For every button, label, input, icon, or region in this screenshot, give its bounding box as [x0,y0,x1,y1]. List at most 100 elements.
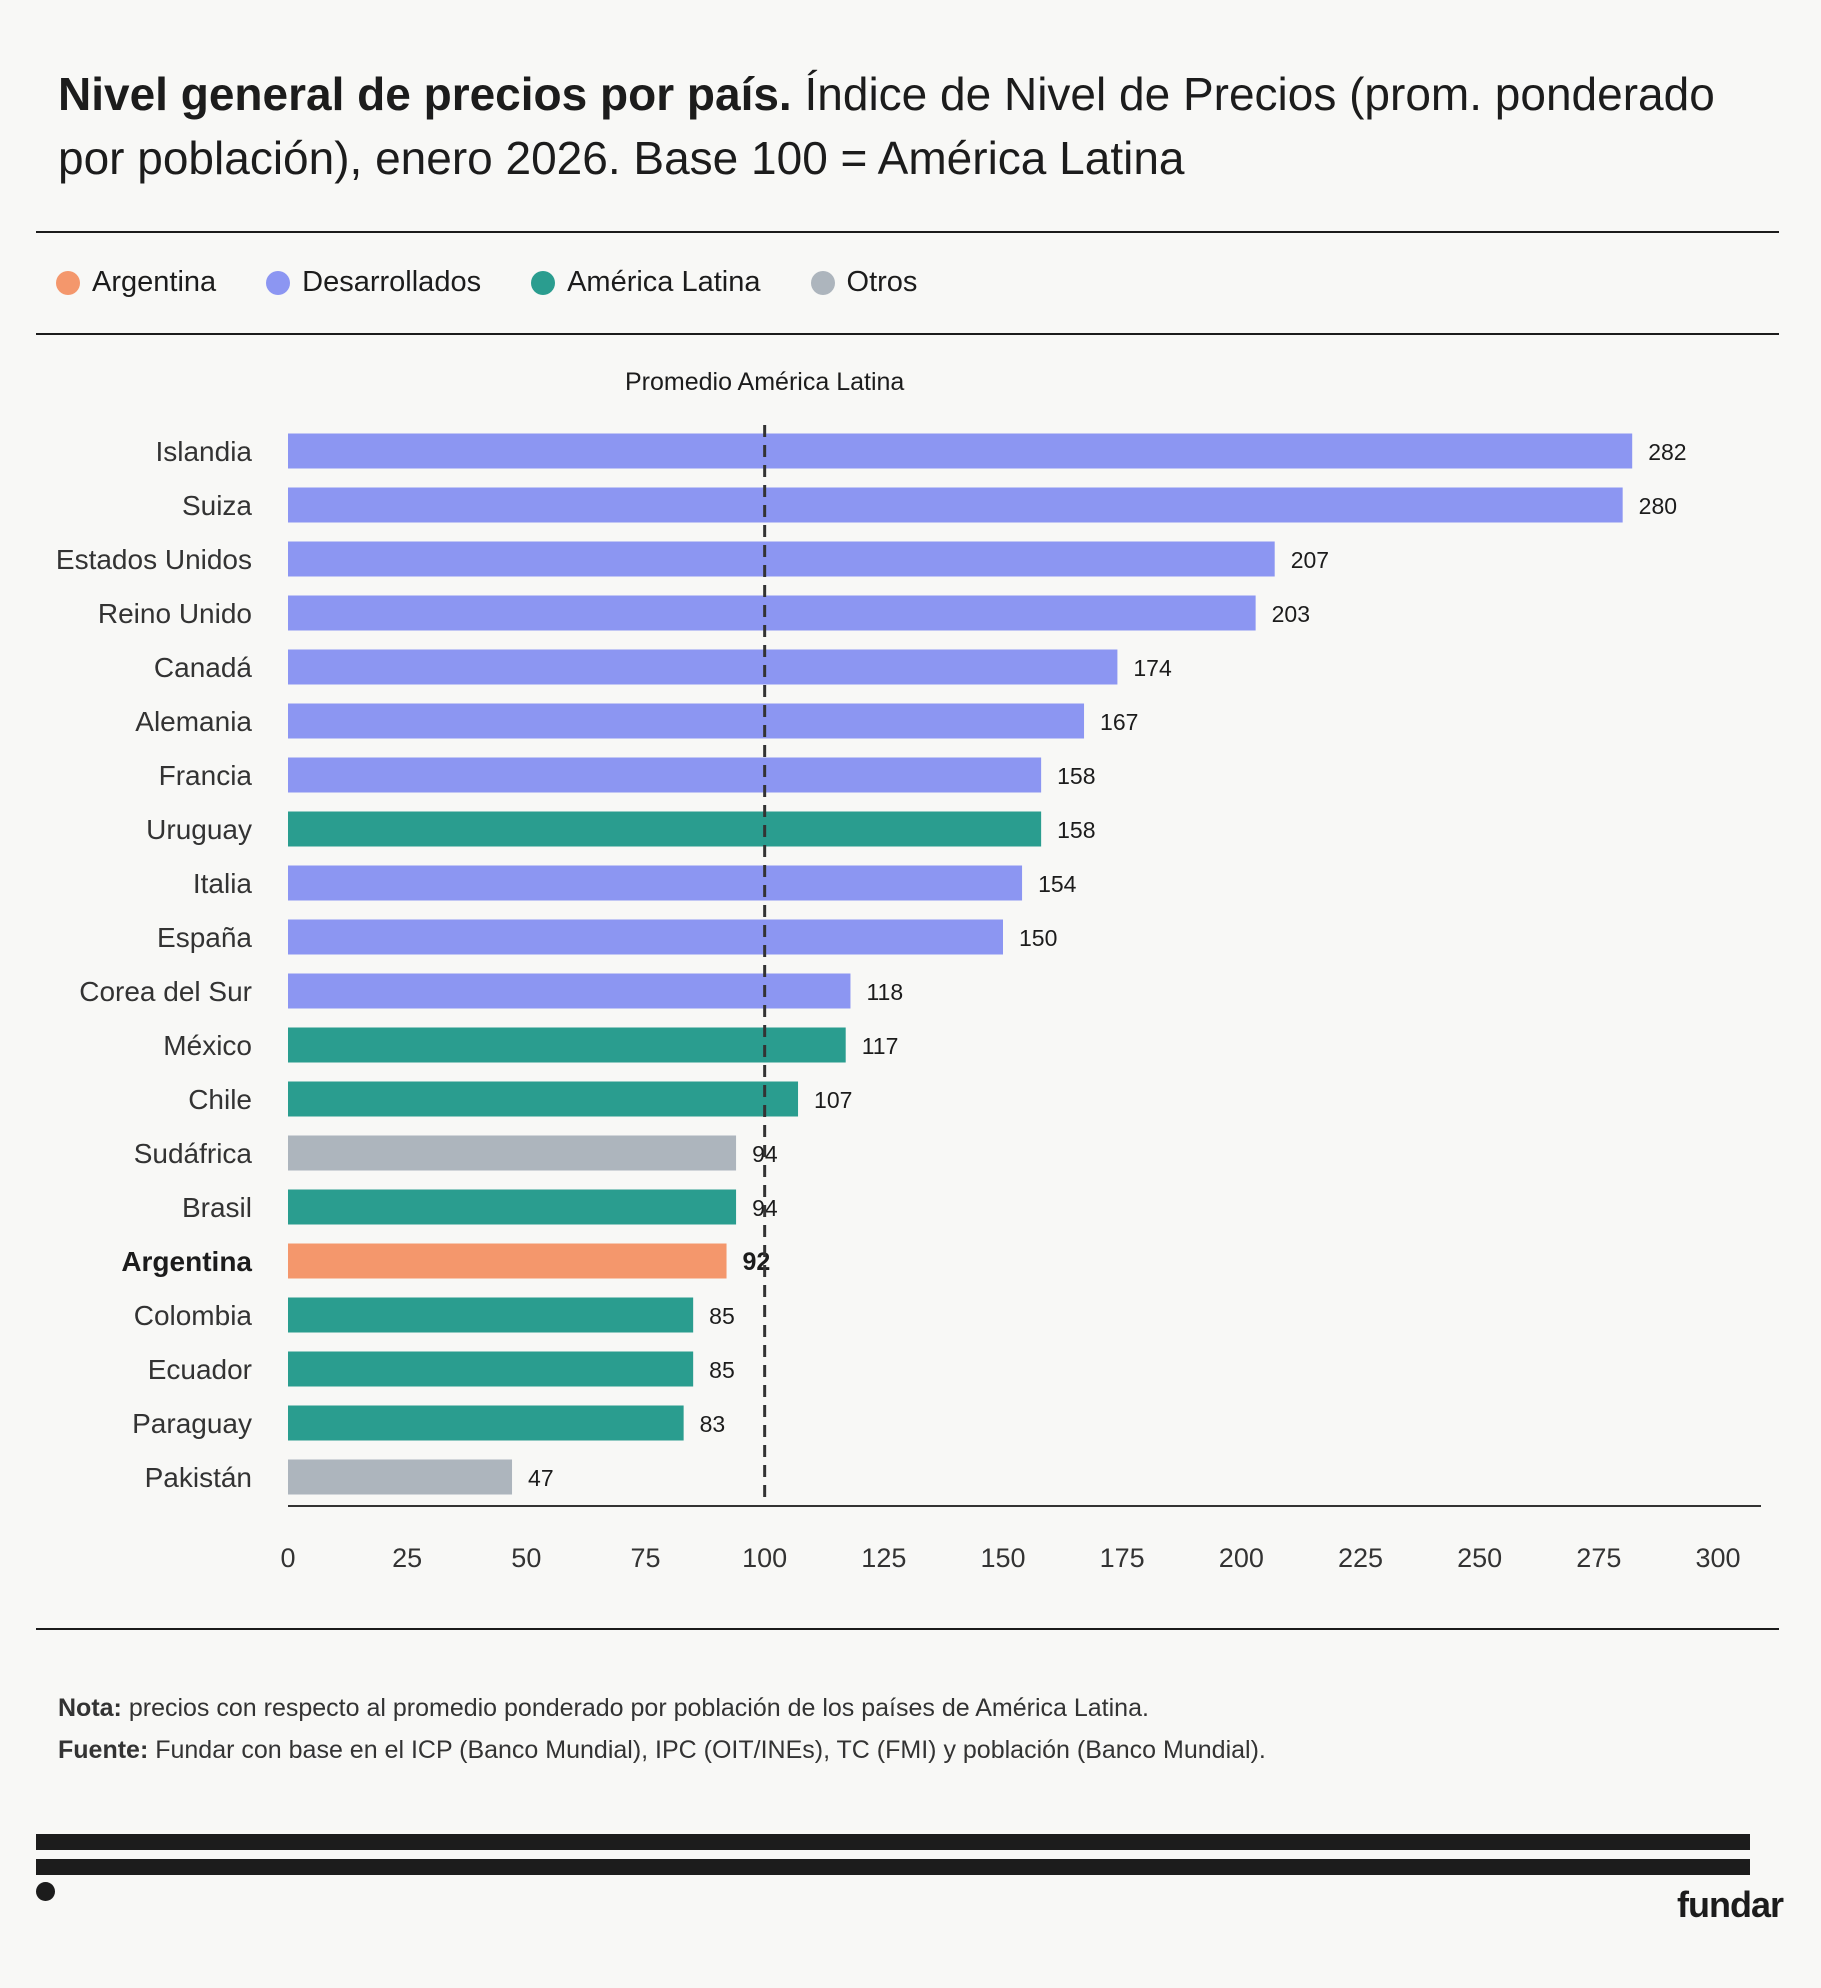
value-label: 47 [528,1465,554,1491]
category-label: Italia [193,868,253,899]
x-tick-label: 200 [1219,1543,1264,1573]
fuente-label: Fuente: [58,1736,149,1764]
bar-estados-unidos [288,541,1275,577]
divider-legend [36,333,1779,335]
category-label: Reino Unido [98,598,252,629]
value-label: 174 [1133,655,1172,681]
category-label: Colombia [134,1300,253,1331]
legend-dot-icon [266,270,291,295]
category-label: Paraguay [132,1408,252,1439]
fuente-text: Fundar con base en el ICP (Banco Mundial… [148,1736,1266,1764]
bar-chile [288,1081,799,1117]
legend-label: Otros [846,266,918,298]
nota-text: precios con respecto al promedio pondera… [121,1694,1149,1722]
note-fuente: Fuente: Fundar con base en el ICP (Banco… [58,1736,1266,1765]
legend-label: Argentina [92,266,217,298]
divider-bottom [36,1628,1779,1630]
value-label: 167 [1100,709,1138,735]
x-tick-label: 150 [980,1543,1025,1573]
bar-francia [288,757,1042,793]
category-label: Suiza [182,490,252,521]
category-label: México [163,1030,252,1061]
bar-colombia [288,1297,694,1333]
category-label: Canadá [154,652,253,683]
legend-label: América Latina [567,266,761,298]
value-label: 158 [1057,763,1095,789]
x-tick-label: 175 [1100,1543,1145,1573]
category-label: Ecuador [148,1354,252,1385]
bar-españa [288,919,1003,955]
reference-line-label: Promedio América Latina [625,368,904,396]
bar-reino-unido [288,595,1256,631]
x-tick-label: 0 [280,1543,295,1573]
bar-alemania [288,703,1085,739]
legend-dot-icon [531,270,556,295]
nota-label: Nota: [58,1694,122,1722]
value-label: 282 [1648,439,1686,465]
category-label: Argentina [121,1246,252,1277]
bar-sudáfrica [288,1135,737,1171]
x-tick-label: 25 [392,1543,422,1573]
category-label: Islandia [155,436,252,467]
legend-item-desarrollados: Desarrollados [266,266,481,299]
bar-italia [288,865,1023,901]
category-label: Alemania [135,706,252,737]
bar-pakistán [288,1459,513,1495]
x-tick-label: 275 [1576,1543,1621,1573]
footer-bar [36,1859,1750,1875]
category-label: Francia [159,760,253,791]
bar-islandia [288,433,1633,469]
category-label: Sudáfrica [134,1138,253,1169]
value-label: 83 [700,1411,726,1437]
legend-item-argentina: Argentina [56,266,216,299]
title-bold: Nivel general de precios por país. [58,68,792,120]
legend-label: Desarrollados [302,266,482,298]
fundar-logo: fundar [1677,1884,1784,1925]
value-label: 92 [743,1248,771,1276]
x-tick-label: 125 [861,1543,906,1573]
legend: Argentina Desarrollados América Latina O… [56,266,917,299]
category-label: Chile [188,1084,252,1115]
legend-dot-icon [56,270,80,295]
category-label: Pakistán [145,1462,252,1493]
value-label: 107 [814,1087,852,1113]
x-tick-label: 50 [511,1543,541,1573]
bar-argentina [288,1243,727,1279]
value-label: 85 [709,1303,735,1329]
x-tick-label: 300 [1695,1543,1740,1573]
bar-suiza [288,487,1623,523]
category-label: Estados Unidos [56,544,252,575]
value-label: 154 [1038,871,1077,897]
footer-dot-icon [36,1882,55,1901]
bar-corea-del-sur [288,973,851,1009]
legend-item-otros: Otros [810,266,918,299]
x-tick-label: 75 [630,1543,660,1573]
note-nota: Nota: precios con respecto al promedio p… [58,1694,1149,1723]
category-label: España [157,922,252,953]
chart-title: Nivel general de precios por país. Índic… [58,62,1758,190]
value-label: 158 [1057,817,1095,843]
bar-méxico [288,1027,846,1063]
value-label: 118 [866,979,903,1005]
bar-paraguay [288,1405,684,1441]
title-rest: Índice de Nivel de Precios (prom. ponder… [58,68,1715,184]
value-label: 85 [709,1357,735,1383]
divider-top [36,231,1779,233]
legend-item-america-latina: América Latina [531,266,761,299]
legend-dot-icon [810,270,835,295]
bar-ecuador [288,1351,694,1387]
x-tick-label: 225 [1338,1543,1383,1573]
value-label: 280 [1639,493,1677,519]
category-label: Uruguay [146,814,252,845]
category-label: Corea del Sur [79,976,252,1007]
bar-uruguay [288,811,1042,847]
x-tick-label: 250 [1457,1543,1502,1573]
value-label: 117 [862,1033,899,1059]
value-label: 150 [1019,925,1057,951]
category-label: Brasil [182,1192,252,1223]
bar-brasil [288,1189,737,1225]
value-label: 207 [1291,547,1329,573]
footer-bar [36,1834,1750,1850]
value-label: 203 [1272,601,1310,627]
bar-canadá [288,649,1118,685]
